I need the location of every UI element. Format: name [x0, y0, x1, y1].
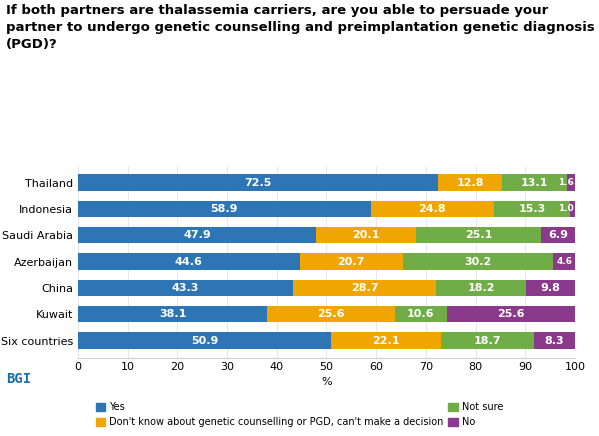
Bar	[436, 280, 527, 296]
Text: BGI: BGI	[6, 372, 31, 386]
Bar	[527, 280, 575, 296]
Text: 6.9: 6.9	[548, 230, 568, 240]
Bar	[300, 253, 403, 270]
Bar	[78, 306, 267, 323]
Text: 15.3: 15.3	[518, 204, 546, 214]
Text: 25.6: 25.6	[317, 309, 344, 319]
Text: 10.6: 10.6	[407, 309, 435, 319]
Bar	[567, 174, 575, 191]
Bar	[541, 227, 575, 243]
Text: 44.6: 44.6	[175, 257, 202, 266]
Bar	[331, 333, 441, 349]
Bar	[316, 227, 416, 243]
Bar	[570, 201, 575, 217]
Text: 43.3: 43.3	[172, 283, 199, 293]
Bar	[78, 174, 438, 191]
Text: 18.2: 18.2	[467, 283, 495, 293]
Text: 13.1: 13.1	[521, 177, 548, 187]
Text: 72.5: 72.5	[244, 177, 272, 187]
Bar	[395, 306, 447, 323]
Bar	[78, 201, 371, 217]
Text: 25.1: 25.1	[465, 230, 492, 240]
Text: 9.8: 9.8	[541, 283, 561, 293]
Text: If both partners are thalassemia carriers, are you able to persuade your
partner: If both partners are thalassemia carrier…	[6, 4, 595, 51]
Text: 20.1: 20.1	[352, 230, 380, 240]
Text: 28.7: 28.7	[351, 283, 378, 293]
Text: 12.8: 12.8	[456, 177, 484, 187]
Bar	[494, 201, 570, 217]
Text: 1.6: 1.6	[558, 178, 574, 187]
Bar	[78, 227, 316, 243]
Bar	[267, 306, 395, 323]
Text: 58.9: 58.9	[210, 204, 238, 214]
Bar	[78, 280, 293, 296]
Text: 50.9: 50.9	[190, 336, 218, 346]
Text: 8.3: 8.3	[544, 336, 564, 346]
Bar	[78, 253, 300, 270]
Text: 38.1: 38.1	[159, 309, 186, 319]
Text: 1.0: 1.0	[558, 204, 574, 213]
Bar	[416, 227, 541, 243]
Text: 24.8: 24.8	[419, 204, 446, 214]
Bar	[78, 333, 331, 349]
Bar	[403, 253, 553, 270]
Text: 22.1: 22.1	[372, 336, 400, 346]
Bar	[502, 174, 567, 191]
Bar	[438, 174, 502, 191]
X-axis label: %: %	[321, 377, 332, 387]
Bar	[534, 333, 575, 349]
Text: 25.6: 25.6	[497, 309, 525, 319]
Bar	[447, 306, 574, 323]
Legend: Yes, Don't know about genetic counselling or PGD, can't make a decision, Not sur: Yes, Don't know about genetic counsellin…	[92, 399, 507, 431]
Bar	[441, 333, 534, 349]
Bar	[293, 280, 436, 296]
Bar	[371, 201, 494, 217]
Text: 4.6: 4.6	[556, 257, 572, 266]
Text: 30.2: 30.2	[464, 257, 491, 266]
Text: 20.7: 20.7	[337, 257, 365, 266]
Text: 18.7: 18.7	[474, 336, 501, 346]
Text: 47.9: 47.9	[183, 230, 211, 240]
Bar	[553, 253, 576, 270]
